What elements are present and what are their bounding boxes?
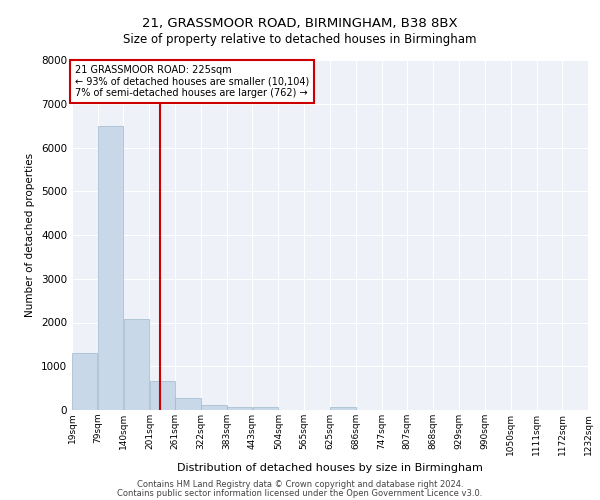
Y-axis label: Number of detached properties: Number of detached properties — [25, 153, 35, 317]
Bar — [98, 126, 123, 410]
Bar — [201, 405, 227, 410]
Bar — [253, 408, 278, 410]
X-axis label: Distribution of detached houses by size in Birmingham: Distribution of detached houses by size … — [177, 463, 483, 473]
Bar — [72, 352, 97, 410]
Bar — [149, 381, 175, 410]
Bar — [175, 398, 200, 410]
Text: Size of property relative to detached houses in Birmingham: Size of property relative to detached ho… — [123, 32, 477, 46]
Bar — [124, 319, 149, 410]
Text: 21 GRASSMOOR ROAD: 225sqm
← 93% of detached houses are smaller (10,104)
7% of se: 21 GRASSMOOR ROAD: 225sqm ← 93% of detac… — [74, 66, 309, 98]
Text: Contains public sector information licensed under the Open Government Licence v3: Contains public sector information licen… — [118, 488, 482, 498]
Bar — [227, 407, 252, 410]
Bar — [330, 408, 356, 410]
Text: Contains HM Land Registry data © Crown copyright and database right 2024.: Contains HM Land Registry data © Crown c… — [137, 480, 463, 489]
Text: 21, GRASSMOOR ROAD, BIRMINGHAM, B38 8BX: 21, GRASSMOOR ROAD, BIRMINGHAM, B38 8BX — [142, 18, 458, 30]
